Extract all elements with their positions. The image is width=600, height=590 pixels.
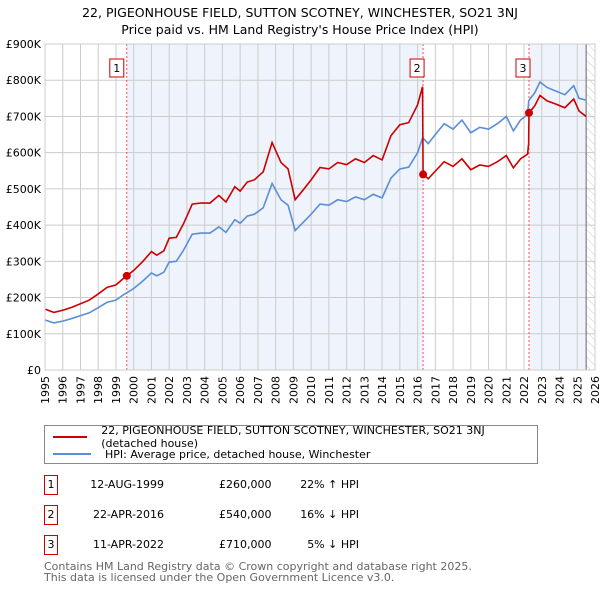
legend: 22, PIGEONHOUSE FIELD, SUTTON SCOTNEY, W… [44,424,538,464]
sale-point [122,271,131,280]
transaction-date: 22-APR-2016 [92,508,164,521]
y-tick-label: £200K [6,292,42,305]
sale-label-box [515,58,531,78]
x-tick-label: 2006 [234,376,247,404]
plot-frame [44,43,596,371]
legend-label: HPI: Average price, detached house, Winc… [105,447,371,461]
x-tick-label: 1998 [92,376,105,404]
x-tick-label: 1996 [57,376,70,404]
x-tick-label: 2003 [181,376,194,404]
footer-copyright: Contains HM Land Registry data © Crown c… [44,560,472,573]
x-tick-label: 1997 [74,376,87,404]
sale-point [419,170,428,179]
transaction-price: £540,000 [219,508,272,521]
x-tick-label: 2002 [163,376,176,404]
x-tick-label: 2024 [554,376,567,404]
x-tick-label: 2010 [305,376,318,404]
legend-swatch-red [53,436,88,438]
x-tick-label: 2013 [358,376,371,404]
transaction-number: 1 [44,475,58,495]
x-tick-label: 2000 [128,376,141,404]
transaction-row: 1 12-AUG-1999 £260,000 22% ↑ HPI [44,475,544,495]
x-tick-label: 2019 [465,376,478,404]
shaded-region [126,44,424,370]
y-tick-label: £600K [6,147,42,160]
x-tick-label: 2021 [500,376,513,404]
y-tick-label: £400K [6,219,42,232]
y-tick-label: £100K [6,328,42,341]
y-tick-label: £800K [6,74,42,87]
transaction-date: 12-AUG-1999 [90,478,164,491]
x-tick-label: 2026 [589,376,600,404]
x-tick-label: 2007 [252,376,265,404]
y-tick-label: £0 [27,364,41,377]
price-chart: 1995 1996 1997 1998 1999 2000 2001 2002 2003 2004… [6,38,600,404]
x-tick-label: 2009 [287,376,300,404]
x-tick-label: 2001 [145,376,158,404]
transaction-price: £260,000 [219,478,272,491]
y-tick-label: £700K [6,110,42,123]
x-tick-label: 2008 [270,376,283,404]
y-tick-label: £900K [6,38,42,51]
sale-label: 3 [520,62,527,75]
chart-title: 22, PIGEONHOUSE FIELD, SUTTON SCOTNEY, W… [82,5,518,20]
x-tick-label: 2016 [412,376,425,404]
y-tick-label: £500K [6,183,42,196]
hpi-line [44,80,587,324]
x-tick-label: 2012 [341,376,354,404]
transaction-hpi: 22% ↑ HPI [300,478,359,491]
x-tick-label: 1999 [110,376,123,404]
transaction-number: 2 [44,505,58,525]
x-tick-label: 2023 [536,376,549,404]
y-tick-label: £300K [6,255,42,268]
transaction-hpi: 5% ↓ HPI [307,538,359,551]
x-tick-label: 2005 [216,376,229,404]
property-line [44,86,587,314]
transaction-row: 3 11-APR-2022 £710,000 5% ↓ HPI [44,535,544,555]
transaction-number: 3 [44,535,58,555]
x-tick-label: 2025 [571,376,584,404]
legend-item-property: 22, PIGEONHOUSE FIELD, SUTTON SCOTNEY, W… [53,424,537,450]
sale-label: 1 [113,62,120,75]
legend-swatch-blue [53,453,91,455]
x-tick-label: 1995 [39,376,52,404]
x-tick-label: 2015 [394,376,407,404]
transaction-row: 2 22-APR-2016 £540,000 16% ↓ HPI [44,505,544,525]
x-tick-label: 2020 [483,376,496,404]
x-tick-label: 2011 [323,376,336,404]
forecast-hatch [586,44,595,370]
x-tick-label: 2017 [429,376,442,404]
x-tick-label: 2004 [199,376,212,404]
transaction-date: 11-APR-2022 [92,538,164,551]
x-tick-label: 2018 [447,376,460,404]
legend-item-hpi: HPI: Average price, detached house, Winc… [53,446,370,462]
footer-licence: This data is licensed under the Open Gov… [44,571,395,584]
transaction-hpi: 16% ↓ HPI [300,508,359,521]
x-tick-label: 2022 [518,376,531,404]
sale-label: 2 [414,62,421,75]
sale-label-box [409,58,425,78]
transaction-price: £710,000 [219,538,272,551]
x-tick-label: 2014 [376,376,389,404]
legend-label: 22, PIGEONHOUSE FIELD, SUTTON SCOTNEY, W… [101,424,485,450]
sale-point [525,108,533,117]
sale-label-box [109,58,125,78]
chart-subtitle: Price paid vs. HM Land Registry's House … [121,22,479,37]
